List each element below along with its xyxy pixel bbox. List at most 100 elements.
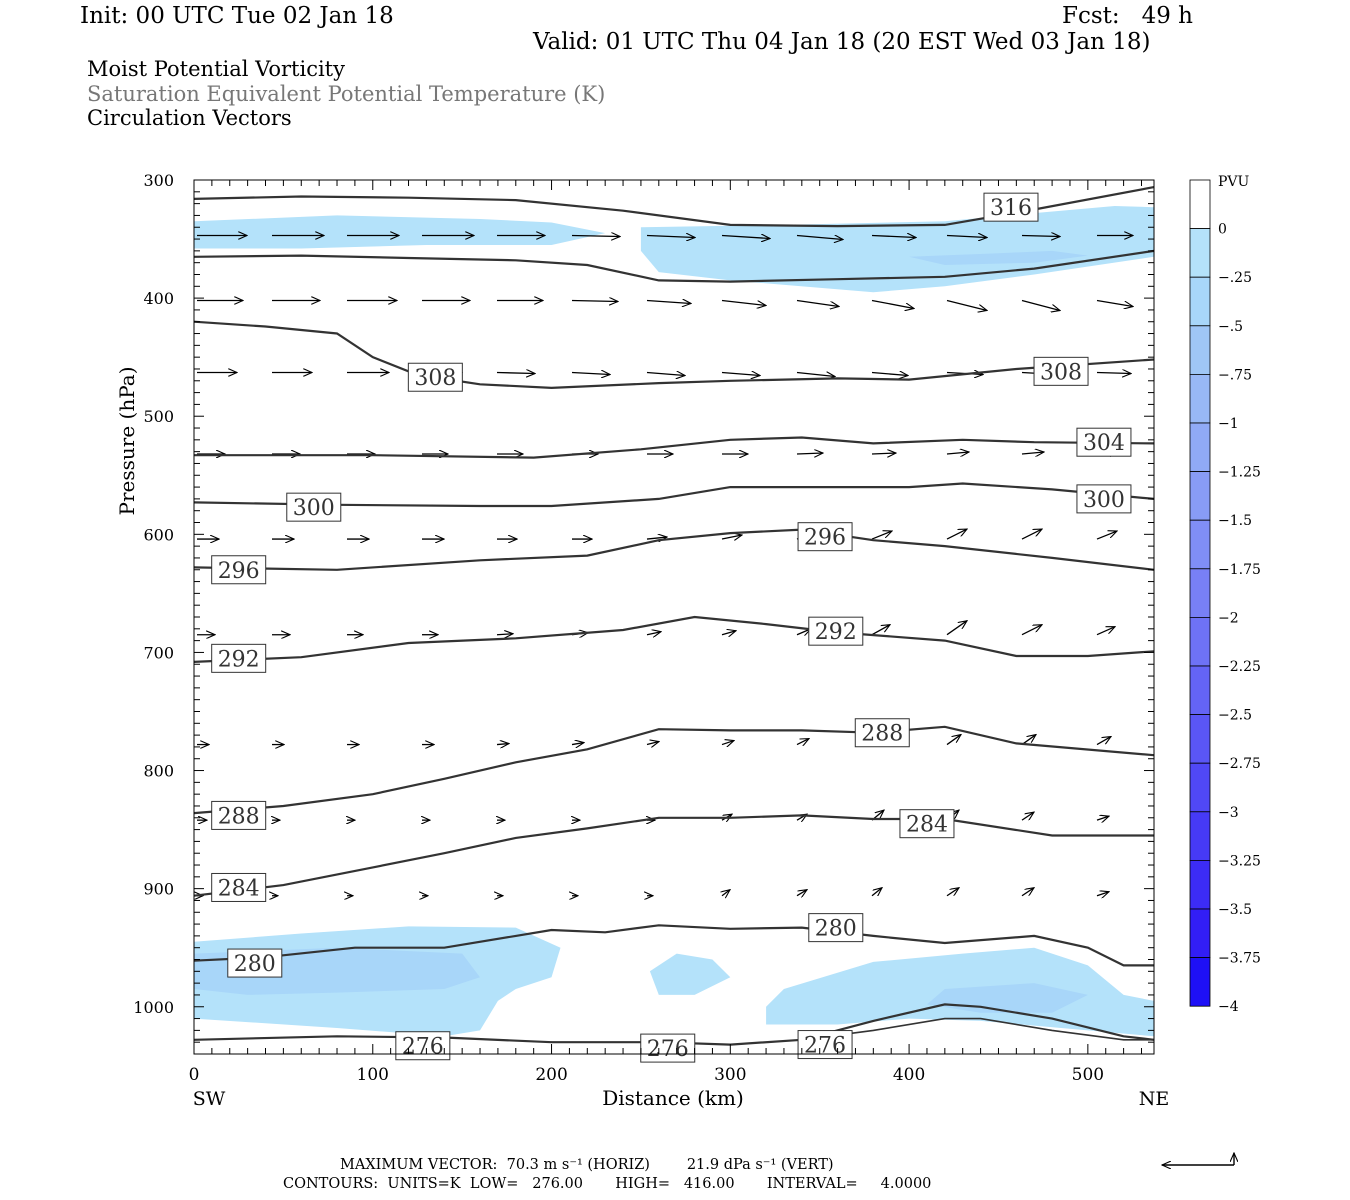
- colorbar-label: −3.25: [1218, 853, 1261, 869]
- y-tick-label: 700: [143, 643, 174, 662]
- init-time: Init: 00 UTC Tue 02 Jan 18: [80, 3, 394, 29]
- colorbar-swatch: [1189, 957, 1211, 1007]
- vector-arrow: [722, 890, 730, 896]
- y-tick-label: 600: [143, 525, 174, 544]
- field-title-pv: Moist Potential Vorticity: [87, 57, 345, 81]
- colorbar-swatch: [1189, 373, 1211, 424]
- y-axis-label: Pressure (hPa): [115, 367, 139, 516]
- colorbar-swatch: [1189, 228, 1211, 278]
- y-tick-label: 500: [143, 407, 174, 426]
- colorbar-label: −4: [1218, 999, 1239, 1015]
- vector-arrow: [721, 299, 766, 305]
- vector-arrow: [871, 888, 882, 896]
- contour-label: 284: [218, 876, 260, 901]
- vector-arrow: [946, 621, 967, 636]
- vector-arrow: [796, 373, 835, 377]
- y-tick-label: 400: [143, 289, 174, 308]
- colorbar-swatch: [1189, 908, 1211, 958]
- contour-label: 288: [218, 804, 260, 829]
- vector-arrow: [721, 535, 742, 539]
- y-tick-label: 300: [143, 171, 174, 190]
- contour-label-box: [211, 555, 267, 585]
- valid-time: Valid: 01 UTC Thu 04 Jan 18 (20 EST Wed …: [533, 29, 1151, 55]
- vector-arrow: [796, 739, 809, 745]
- vector-arrow: [1021, 236, 1060, 237]
- pv-region: [194, 215, 606, 249]
- colorbar-label: −2: [1218, 610, 1239, 626]
- vector-arrow: [1096, 299, 1133, 306]
- contour-label: 292: [218, 647, 260, 672]
- contour-label-box: [899, 809, 955, 839]
- contour-label-box: [1033, 356, 1089, 386]
- colorbar-swatch: [1189, 860, 1211, 910]
- x-tick-label: 400: [893, 1065, 925, 1085]
- vector-arrow: [496, 634, 513, 635]
- pv-region: [640, 206, 1154, 293]
- vector-arrow: [1021, 888, 1034, 897]
- colorbar-swatch: [1189, 422, 1211, 472]
- colorbar-label: −.5: [1218, 319, 1243, 335]
- y-tick-label: 800: [143, 762, 174, 781]
- reference-vector-icon: [1162, 1153, 1234, 1165]
- vector-arrow: [646, 632, 661, 635]
- contour-label-box: [808, 913, 864, 943]
- colorbar-swatch: [1189, 811, 1211, 861]
- plot-frame: [193, 179, 1155, 1055]
- vector-arrow: [1021, 735, 1036, 746]
- max-vector-info: MAXIMUM VECTOR: 70.3 m s⁻¹ (HORIZ) 21.9 …: [340, 1157, 834, 1173]
- theta-es-contours: 316 308 308 304 300 300 296 296 292 292 288 288 284 2…: [193, 186, 1155, 1063]
- vector-arrow: [1096, 531, 1117, 540]
- contour-label-box: [227, 948, 283, 978]
- contour-line: [801, 1017, 1154, 1041]
- vector-arrow: [571, 236, 620, 237]
- contour-info: CONTOURS: UNITS=K LOW= 276.00 HIGH= 416.…: [283, 1176, 932, 1192]
- contour-line: [193, 615, 1155, 663]
- colorbar-label: −3: [1218, 805, 1239, 821]
- contour-label: 296: [218, 559, 260, 584]
- contour-label-box: [407, 362, 463, 392]
- colorbar-swatch: [1189, 617, 1211, 667]
- contour-label: 316: [990, 196, 1032, 221]
- vector-arrow: [1021, 452, 1044, 454]
- colorbar: PVU 0 −.25 −.5 −.75 −1 −1.25 −1.5 −1.75 −2 −2.25 −2…: [1189, 174, 1261, 1015]
- colorbar-swatch: [1189, 762, 1211, 813]
- colorbar-swatch: [1189, 325, 1211, 375]
- contour-label: 288: [861, 722, 903, 747]
- colorbar-label: −2.25: [1218, 659, 1261, 675]
- vector-arrow: [571, 743, 584, 745]
- colorbar-label: −.25: [1218, 270, 1252, 286]
- colorbar-label: −1: [1218, 416, 1239, 432]
- contour-label: 300: [293, 496, 335, 521]
- vector-arrow: [721, 741, 734, 745]
- vector-arrow: [1021, 529, 1042, 540]
- vector-arrow: [721, 373, 760, 376]
- vector-arrow: [496, 744, 509, 745]
- vector-arrow: [721, 631, 736, 635]
- pv-region: [649, 953, 731, 995]
- contour-label: 280: [815, 917, 857, 942]
- contour-label-box: [1076, 427, 1132, 457]
- vector-arrow: [571, 373, 610, 375]
- vector-arrow: [1021, 299, 1060, 310]
- contour-label: 276: [647, 1037, 689, 1062]
- x-tick-label: 500: [1072, 1065, 1104, 1085]
- vector-arrow: [796, 453, 823, 454]
- colorbar-swatch: [1189, 471, 1211, 521]
- vector-arrow: [946, 529, 967, 540]
- contour-line: [193, 249, 1155, 283]
- pv-region: [909, 250, 1088, 265]
- vector-arrow: [646, 742, 659, 745]
- colorbar-label: −2.75: [1218, 756, 1261, 772]
- vector-arrow: [796, 236, 843, 240]
- field-title-theta-es: Saturation Equivalent Potential Temperat…: [87, 82, 606, 106]
- contour-label: 276: [804, 1034, 846, 1059]
- x-tick-label: 0: [189, 1065, 200, 1085]
- colorbar-swatch: [1189, 665, 1211, 715]
- contour-label-box: [854, 718, 910, 748]
- contour-line: [193, 814, 1154, 897]
- contour-label: 296: [804, 526, 846, 551]
- contour-label-box: [211, 800, 267, 830]
- colorbar-label: −2.5: [1218, 708, 1252, 724]
- contour-label: 308: [1040, 360, 1082, 385]
- vector-arrow: [871, 373, 908, 376]
